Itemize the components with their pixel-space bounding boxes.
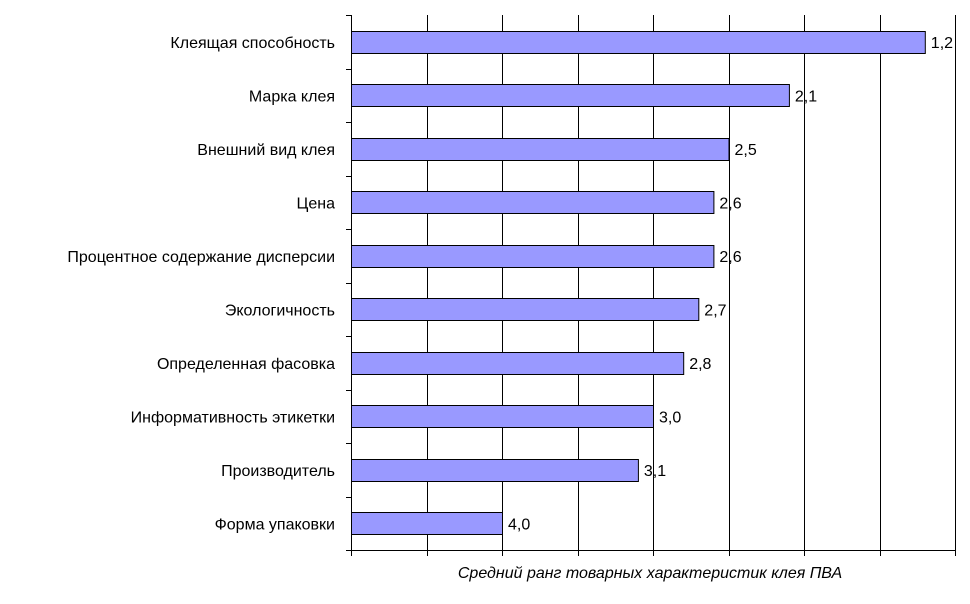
bar [351, 298, 700, 321]
category-label: Цена [297, 195, 336, 212]
category-label: Марка клея [249, 88, 335, 105]
value-label: 2,6 [719, 195, 741, 212]
bar [351, 459, 639, 482]
labels: Клеящая способность 1,2 Марка клея 2,1 Внешн… [67, 35, 953, 534]
category-label: Производитель [221, 463, 335, 480]
bar [351, 84, 790, 107]
category-label: Клеящая способность [170, 35, 335, 52]
category-label: Определенная фасовка [157, 356, 335, 373]
category-label: Процентное содержание дисперсии [67, 249, 335, 266]
x-axis-title: Средний ранг товарных характеристик клея… [458, 565, 842, 582]
bar [351, 352, 685, 375]
bar [351, 31, 926, 54]
bar [351, 245, 715, 268]
value-label: 3,0 [659, 409, 681, 426]
bar [351, 405, 654, 428]
value-label: 2,5 [735, 142, 757, 159]
value-label: 4,0 [508, 516, 530, 533]
bar [351, 191, 715, 214]
value-label: 1,2 [931, 35, 953, 52]
bar [351, 512, 503, 535]
axes [346, 15, 956, 556]
value-label: 2,6 [719, 249, 741, 266]
bars [351, 31, 926, 535]
value-label: 2,8 [689, 356, 711, 373]
category-label: Экологичность [225, 302, 335, 319]
category-label: Внешний вид клея [197, 142, 335, 159]
category-label: Форма упаковки [215, 516, 335, 533]
value-label: 3,1 [644, 463, 666, 480]
bar [351, 138, 730, 161]
value-label: 2,1 [795, 88, 817, 105]
value-label: 2,7 [704, 302, 726, 319]
category-label: Информативность этикетки [131, 409, 335, 426]
